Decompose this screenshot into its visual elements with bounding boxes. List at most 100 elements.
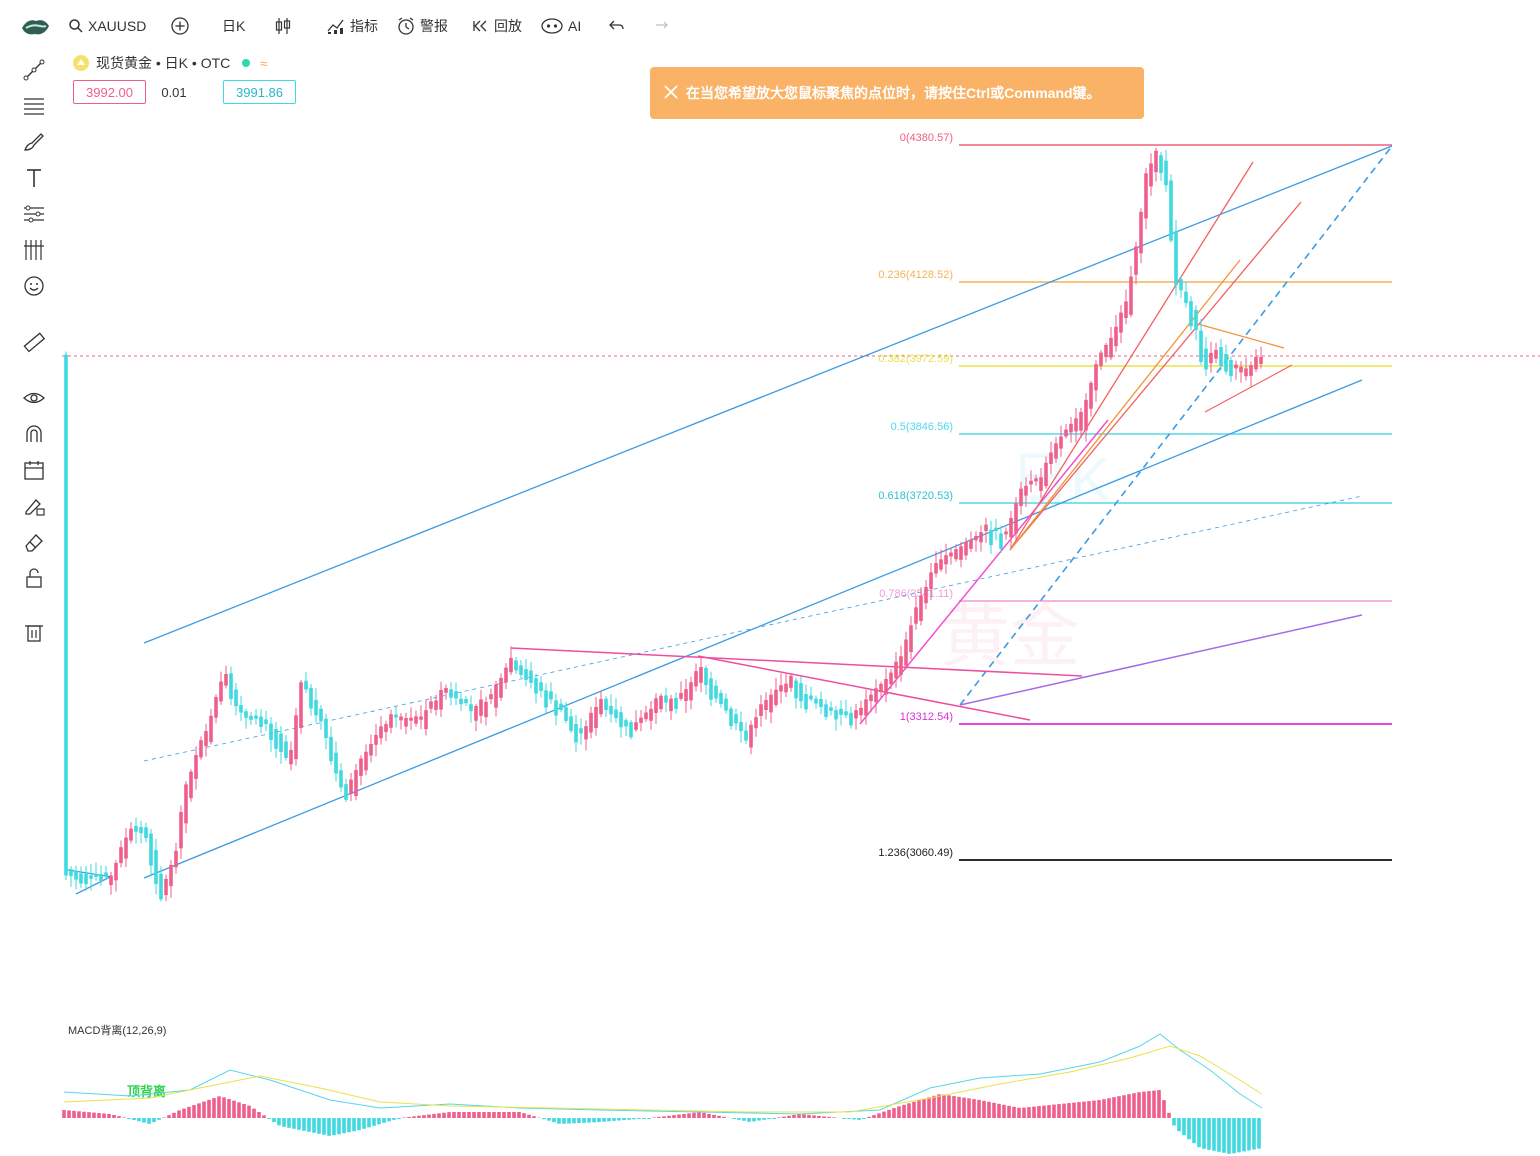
candle-body	[1144, 173, 1148, 219]
candle-body	[729, 708, 733, 727]
candle-body	[584, 726, 588, 740]
chart-type-button[interactable]	[274, 14, 296, 38]
magnet-tool[interactable]	[20, 420, 48, 448]
candle-body	[559, 703, 563, 711]
macd-bar	[422, 1115, 426, 1118]
candle-body	[1044, 462, 1048, 487]
candle-body	[314, 699, 318, 716]
macd-bar	[307, 1118, 311, 1132]
candle-body	[84, 873, 88, 885]
macd-bar	[267, 1118, 271, 1119]
symbol-search-button[interactable]: XAUUSD	[68, 14, 146, 38]
macd-bar	[132, 1118, 136, 1120]
fib-tool[interactable]	[20, 236, 48, 264]
macd-bar	[772, 1118, 776, 1119]
macd-bar	[77, 1111, 81, 1118]
macd-bar	[1247, 1118, 1251, 1151]
zoom-hint-toast[interactable]: 在当您希望放大您鼠标聚焦的点位时，请按住Ctrl或Command键。	[650, 67, 1144, 119]
macd-bar	[302, 1118, 306, 1131]
macd-bar	[472, 1112, 476, 1118]
candle-body	[204, 731, 208, 747]
visibility-toggle[interactable]	[20, 384, 48, 412]
candle-body	[324, 718, 328, 739]
measure-tool[interactable]	[20, 328, 48, 356]
candle-body	[439, 689, 443, 710]
eraser-tool[interactable]	[20, 528, 48, 556]
text-tool[interactable]	[20, 164, 48, 192]
sell-price-button[interactable]: 3992.00	[73, 80, 146, 104]
candle-body	[1219, 347, 1223, 367]
drawings[interactable]	[67, 145, 1393, 895]
candle-body	[1234, 364, 1238, 369]
candle-body	[684, 689, 688, 702]
candle-body	[229, 673, 233, 699]
candle-body	[969, 539, 973, 549]
dashed-trend-line	[959, 145, 1393, 706]
close-icon[interactable]	[664, 84, 678, 102]
macd-bar	[482, 1112, 486, 1118]
candle-body	[554, 700, 558, 716]
candle-body	[114, 862, 118, 881]
calendar-tool[interactable]	[20, 456, 48, 484]
buy-price-button[interactable]: 3991.86	[223, 80, 296, 104]
ai-button[interactable]: AI	[540, 14, 581, 38]
candle-body	[904, 639, 908, 666]
macd-bar	[557, 1118, 561, 1124]
candle-body	[624, 720, 628, 727]
emoji-tool[interactable]	[20, 272, 48, 300]
macd-bar	[92, 1112, 96, 1118]
brush-tool[interactable]	[20, 128, 48, 156]
macd-bar	[177, 1110, 181, 1118]
redo-button[interactable]	[652, 14, 674, 38]
macd-bar	[212, 1098, 216, 1118]
trend-line-tool[interactable]	[20, 56, 48, 84]
candle-body	[234, 689, 238, 707]
pencil-lock-icon	[25, 499, 45, 516]
candle-body	[894, 661, 898, 679]
macd-bar	[1182, 1118, 1186, 1136]
candle-body	[499, 677, 503, 698]
replay-button[interactable]: 回放	[472, 14, 522, 38]
horizontal-lines-tool[interactable]	[20, 92, 48, 120]
candle-body	[934, 563, 938, 574]
macd-bar	[1107, 1098, 1111, 1118]
candle-body	[129, 828, 133, 841]
edit-lock-tool[interactable]	[20, 492, 48, 520]
macd-bar	[357, 1118, 361, 1131]
candle-body	[1154, 150, 1158, 173]
macd-bar	[182, 1108, 186, 1118]
add-symbol-button[interactable]	[170, 14, 194, 38]
watermark-line2: 黄金	[940, 597, 1080, 675]
macd-bar	[337, 1118, 341, 1135]
interval-button[interactable]: 日K	[222, 14, 245, 38]
macd-bar	[1232, 1118, 1236, 1154]
pink-resistance-line	[510, 647, 1083, 677]
candle-body	[889, 672, 893, 685]
candle-body	[1214, 349, 1218, 359]
indicators-button[interactable]: 指标	[326, 14, 378, 38]
delete-drawings-button[interactable]	[20, 618, 48, 646]
macd-bar	[867, 1116, 871, 1118]
app-logo[interactable]	[20, 14, 54, 38]
candle-body	[284, 741, 288, 758]
macd-bar	[217, 1096, 221, 1118]
lock-tool[interactable]	[20, 564, 48, 592]
candlestick-series[interactable]	[64, 147, 1263, 902]
candlestick-icon	[275, 18, 291, 34]
candle-body	[504, 667, 508, 683]
purple-trend-line	[959, 614, 1363, 706]
pattern-tool[interactable]	[20, 200, 48, 228]
candle-body	[409, 717, 413, 721]
macd-bar	[382, 1118, 386, 1123]
candle-body	[859, 707, 863, 716]
candle-body	[634, 722, 638, 730]
alerts-button[interactable]: 警报	[396, 14, 448, 38]
candle-body	[984, 524, 988, 532]
fib-retracement[interactable]: 0(4380.57) 0.236(4128.52) 0.382(3972.59)…	[878, 132, 1392, 861]
undo-button[interactable]	[608, 14, 630, 38]
fib-label-05: 0.5(3846.56)	[891, 421, 953, 433]
candle-body	[519, 665, 523, 675]
macd-bar	[527, 1114, 531, 1118]
candle-body	[454, 691, 458, 699]
